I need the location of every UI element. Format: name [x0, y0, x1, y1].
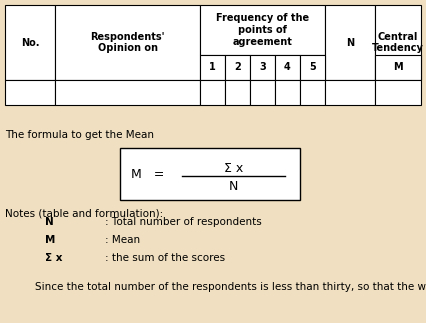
- Text: 1: 1: [209, 62, 216, 72]
- Bar: [200, 55, 225, 80]
- Bar: [225, 55, 250, 80]
- Text: N: N: [45, 217, 54, 227]
- Bar: [375, 80, 421, 105]
- Bar: [225, 80, 250, 105]
- Text: M: M: [45, 235, 55, 245]
- Bar: [325, 5, 375, 80]
- Text: : Mean: : Mean: [105, 235, 140, 245]
- Text: 5: 5: [309, 62, 316, 72]
- Bar: [300, 80, 325, 105]
- Text: No.: No.: [21, 37, 39, 47]
- Bar: [275, 55, 300, 80]
- Text: Since the total number of the respondents is less than thirty, so that the write: Since the total number of the respondent…: [35, 282, 426, 292]
- Bar: [200, 80, 225, 105]
- Bar: [325, 80, 375, 105]
- Text: 2: 2: [234, 62, 241, 72]
- Bar: [120, 148, 300, 200]
- Text: M   =: M =: [131, 169, 165, 182]
- Text: Σ x: Σ x: [45, 253, 63, 263]
- Text: The formula to get the Mean: The formula to get the Mean: [5, 130, 154, 140]
- Text: Σ x: Σ x: [224, 162, 243, 174]
- Bar: [300, 55, 325, 80]
- Bar: [375, 55, 421, 80]
- Text: Central
Tendency: Central Tendency: [372, 32, 424, 53]
- Bar: [250, 55, 275, 80]
- Bar: [5, 80, 55, 105]
- Text: N: N: [346, 37, 354, 47]
- Bar: [375, 5, 421, 80]
- Text: M: M: [393, 62, 403, 72]
- Text: Notes (table and formulation):: Notes (table and formulation):: [5, 208, 163, 218]
- Bar: [5, 5, 55, 80]
- Bar: [200, 5, 325, 55]
- Text: N: N: [229, 180, 238, 193]
- Bar: [55, 5, 200, 80]
- Text: 4: 4: [284, 62, 291, 72]
- Bar: [55, 80, 200, 105]
- Bar: [275, 80, 300, 105]
- Text: : Total number of respondents: : Total number of respondents: [105, 217, 262, 227]
- Bar: [250, 80, 275, 105]
- Text: Frequency of the
points of
agreement: Frequency of the points of agreement: [216, 13, 309, 47]
- Text: : the sum of the scores: : the sum of the scores: [105, 253, 225, 263]
- Text: 3: 3: [259, 62, 266, 72]
- Text: Respondents'
Opinion on: Respondents' Opinion on: [90, 32, 165, 53]
